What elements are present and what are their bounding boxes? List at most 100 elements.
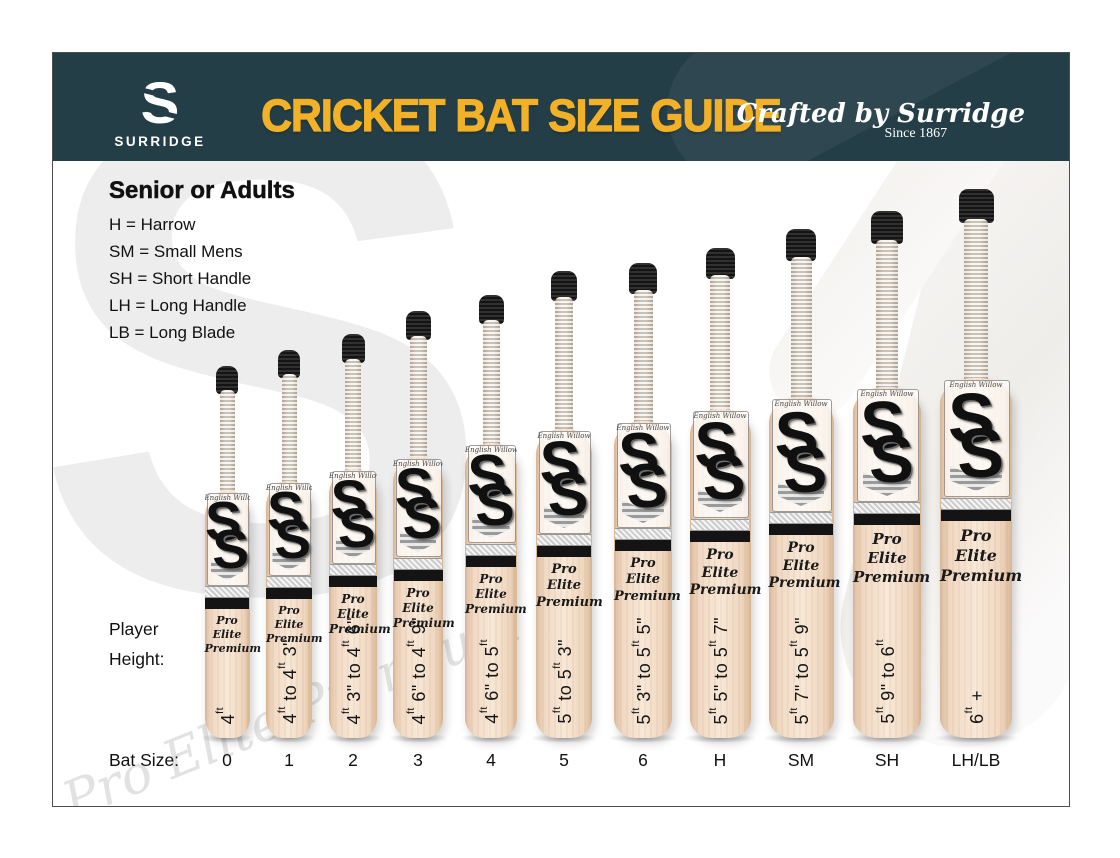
bat-model-name: Pro Elite Premium <box>393 586 455 630</box>
bat-shadow <box>762 733 840 743</box>
bat-size-value: 3 <box>413 750 423 770</box>
bat-logo-s-icon: S <box>475 472 515 538</box>
bat-shadow <box>200 733 254 743</box>
bat-logo-s-icon: S <box>860 388 905 463</box>
bat-handle <box>281 374 297 491</box>
bat-shadow <box>388 733 448 743</box>
bat-black-band <box>690 531 750 542</box>
bat-chevron <box>543 506 585 528</box>
bat-handle <box>633 290 653 431</box>
bat-grip-cap <box>786 229 816 261</box>
bat-handle <box>345 359 361 479</box>
bat-shadow <box>933 733 1019 743</box>
bat-size-row-label: Bat Size: <box>109 750 180 770</box>
bat-logo-s-icon: S <box>467 443 507 509</box>
bat-checkered-band <box>266 576 312 588</box>
bat-grip-cap <box>278 350 300 378</box>
bat-checkered-band <box>690 519 750 531</box>
legend: H = Harrow SM = Small Mens SH = Short Ha… <box>109 211 251 346</box>
bat-grip-cap <box>958 189 994 223</box>
bat-logo-s-icon: S <box>694 409 738 481</box>
legend-item-small-mens: SM = Small Mens <box>109 242 243 261</box>
bat-shadow <box>608 733 678 743</box>
bat-logo-s-icon: S <box>274 508 312 570</box>
bat-blade: English Willow S S Pro Elite Premium 4ft 3" t… <box>329 469 391 738</box>
bat-black-band <box>614 540 672 551</box>
bat-checkered-band <box>329 564 377 576</box>
bat-willow-script: English Willow <box>266 484 312 492</box>
bat-grip-cap <box>405 311 431 340</box>
bat-model-name: Pro Elite Premium <box>204 614 262 655</box>
bat-logo-s-icon: S <box>547 460 589 528</box>
bat-player-height-label: 4ft 6" to 5ft <box>479 639 502 724</box>
bat-chevron <box>272 550 306 570</box>
bat-grip-cap <box>478 295 504 324</box>
legend-item-short-handle: SH = Short Handle <box>109 269 252 288</box>
bat-blade: English Willow S S Pro Elite Premium 5ft 7" t… <box>768 397 841 738</box>
bat-logo-s-icon: S <box>539 429 581 497</box>
player-height-label-line2: Height: <box>109 649 165 669</box>
bat-grip-cap <box>871 211 903 244</box>
bat-blade: English Willow S S Pro Elite Premium 5ft 9" t… <box>853 387 931 738</box>
bat-black-band <box>465 556 517 567</box>
bat-grip-cap <box>341 334 365 363</box>
bat-chevron <box>472 517 510 538</box>
bat-blade: English Willow S S Pro Elite Premium 5ft 5" t… <box>689 409 761 738</box>
bat-logo-s-icon: S <box>618 421 660 490</box>
bat-model-name: Pro Elite Premium <box>329 592 391 636</box>
bat-handle <box>555 297 573 439</box>
bat-model-name: Pro Elite Premium <box>853 530 931 586</box>
tagline-since: Since 1867 <box>884 125 948 141</box>
bat-model-name: Pro Elite Premium <box>266 604 323 645</box>
bat-black-band <box>329 576 377 587</box>
bat-willow-script: English Willow <box>774 400 828 408</box>
bat-black-band <box>769 524 833 535</box>
tagline: Crafted by Surridge Since 1867 <box>737 100 1025 142</box>
player-height-label-line1: Player <box>109 619 159 639</box>
bat-black-band <box>204 598 250 609</box>
bat-handle <box>790 257 812 407</box>
bat-player-height-label: 6ft + <box>964 690 987 724</box>
bat-player-height-label: 5ft to 5ft 3" <box>552 639 575 724</box>
bat-model-name: Pro Elite Premium <box>465 572 527 616</box>
bat-model-name: Pro Elite Premium <box>536 562 603 610</box>
bat-shadow <box>324 733 382 743</box>
bat-willow-script: English Willow <box>393 460 443 468</box>
legend-item-long-handle: LH = Long Handle <box>109 296 247 315</box>
bat-checkered-band <box>769 512 833 524</box>
bat-size-value: H <box>713 750 727 770</box>
bat-blade: English Willow S S Pro Elite Premium 4ft 6" t… <box>465 443 527 738</box>
bat-black-band <box>266 588 312 599</box>
bat-player-height-label: 4ft to 4ft 3" <box>277 639 300 724</box>
bat-logo-s-icon: S <box>774 398 819 472</box>
bat-size-value: 5 <box>559 750 569 770</box>
bat-logo-s-icon: S <box>957 414 1005 492</box>
legend-item-long-blade: LB = Long Blade <box>109 323 236 342</box>
bat-model-name: Pro Elite Premium <box>768 540 841 591</box>
bat-logo-s-icon: S <box>338 496 376 559</box>
player-height-label: Player Height: <box>109 614 164 674</box>
bat-grip-cap <box>705 248 735 279</box>
bat-willow-script: English Willow <box>860 390 914 398</box>
bat-size-value: 0 <box>222 750 232 770</box>
bat-player-height-label: 4ft 6" to 4ft 9" <box>406 616 429 724</box>
bat-handle <box>219 390 235 501</box>
bat-logo-s-icon: S <box>626 452 668 521</box>
bat-black-band <box>393 570 443 581</box>
bat-blade: English Willow S S Pro Elite Premium 6ft + <box>940 378 1022 738</box>
section-title: Senior or Adults <box>109 177 295 205</box>
bat-handle <box>876 240 898 397</box>
bat-logo-s-icon: S <box>702 441 746 513</box>
bat-checkered-band <box>466 544 516 556</box>
bat-size-value: 6 <box>638 750 648 770</box>
bat-player-height-label: 4ft <box>215 706 238 724</box>
bat-checkered-band <box>854 502 920 514</box>
bat-size-value: 4 <box>486 750 496 770</box>
legend-item-harrow: H = Harrow <box>109 215 196 234</box>
bat-player-height-label: 5ft 7" to 5ft 9" <box>789 616 812 724</box>
bat-shadow <box>530 733 597 743</box>
bat-willow-script: English Willow <box>537 432 591 440</box>
brand-logo: S SURRIDGE <box>108 75 212 150</box>
